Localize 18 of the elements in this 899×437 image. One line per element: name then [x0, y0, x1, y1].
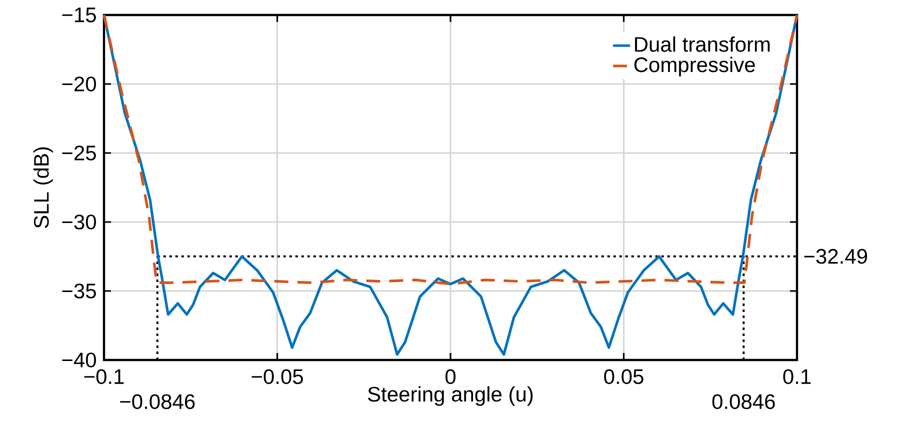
x-axis-title: Steering angle (u)	[368, 386, 533, 406]
ref-line-label: 0.0846	[712, 394, 775, 410]
ref-line-label: −0.0846	[120, 394, 195, 410]
y-tick-label: −35	[62, 284, 96, 298]
y-tick-label: −15	[62, 8, 96, 22]
y-tick-label: −40	[62, 352, 96, 368]
x-tick-label: −0.05	[252, 369, 303, 384]
legend-label: Compressive	[634, 56, 755, 76]
x-tick-label: 0.1	[783, 369, 811, 384]
x-tick-label: 0	[445, 369, 456, 384]
y-tick-label: −20	[62, 76, 96, 92]
y-tick-label: −30	[62, 214, 96, 230]
legend-label: Dual transform	[635, 36, 770, 52]
x-tick-label: −0.1	[84, 369, 124, 384]
ref-line-label: −32.49	[804, 248, 868, 264]
y-axis-title: SLL (dB)	[33, 147, 53, 228]
x-tick-label: 0.05	[604, 369, 644, 384]
y-tick-label: −25	[62, 146, 96, 160]
